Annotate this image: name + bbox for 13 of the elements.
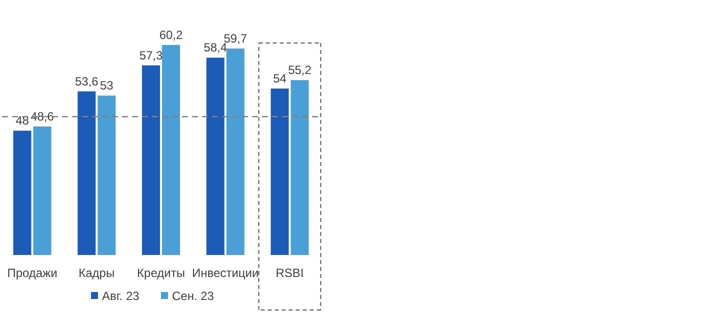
x-tick-label: RSBI xyxy=(276,266,304,280)
x-tick-label: Инвестиции xyxy=(192,266,259,280)
x-tick-label: Продажи xyxy=(7,266,58,280)
data-label: 55,2 xyxy=(288,63,312,78)
data-label: 53 xyxy=(100,78,114,93)
data-label: 57,3 xyxy=(139,48,163,62)
legend-label: Сен. 23 xyxy=(172,289,214,303)
x-tick-label: Кадры xyxy=(78,266,115,280)
x-tick-label: Кредиты xyxy=(137,266,185,280)
data-label: 60,2 xyxy=(159,28,183,42)
data-label: 53,6 xyxy=(74,74,99,88)
legend-label: Авг. 23 xyxy=(102,289,140,303)
data-label: 54 xyxy=(273,72,287,86)
